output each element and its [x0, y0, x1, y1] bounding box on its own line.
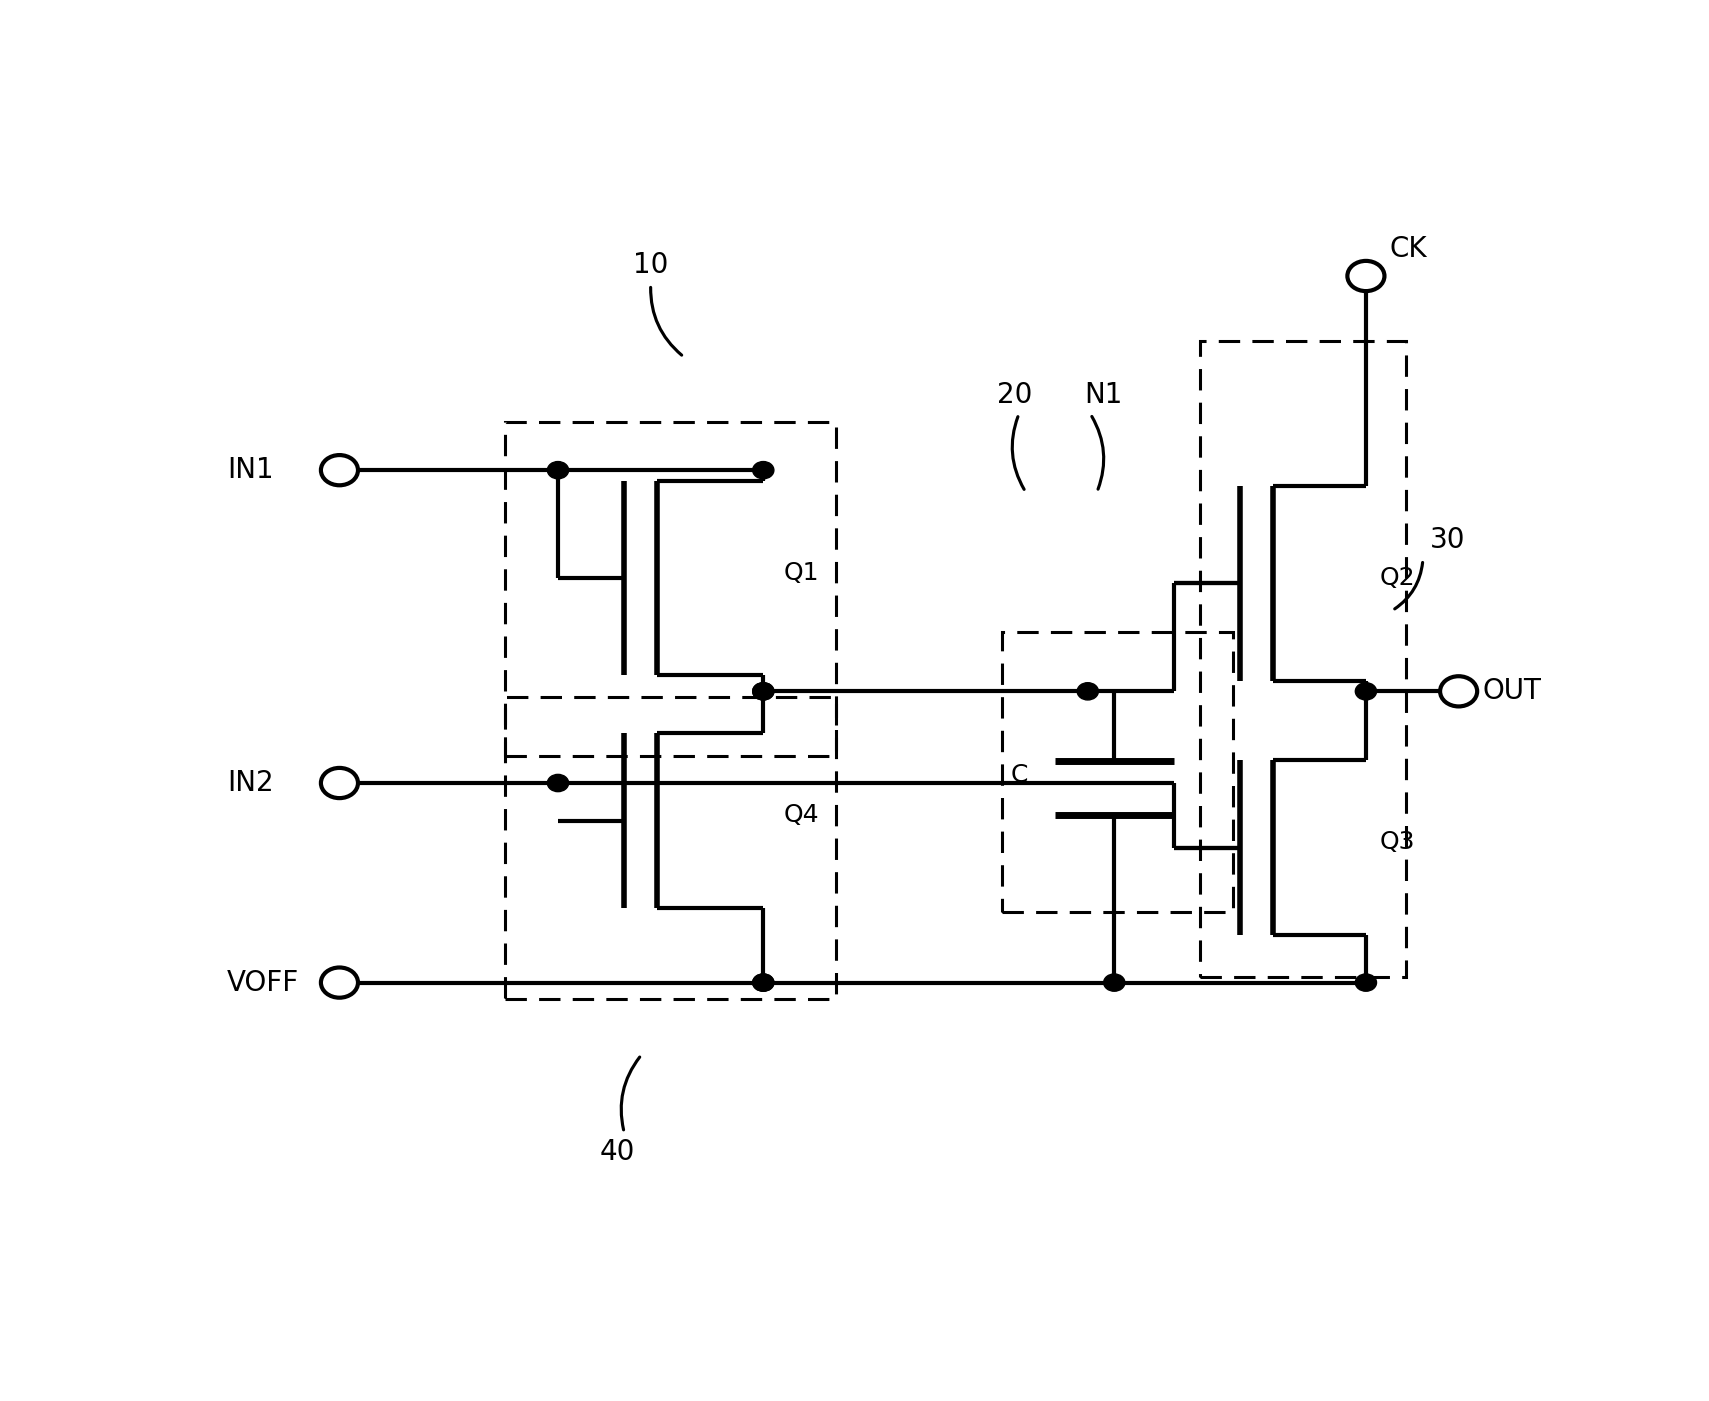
Circle shape	[752, 461, 774, 479]
Circle shape	[1355, 974, 1376, 992]
Text: 40: 40	[600, 1138, 636, 1166]
Circle shape	[752, 974, 774, 992]
Text: OUT: OUT	[1482, 677, 1542, 705]
Text: Q3: Q3	[1379, 831, 1415, 855]
Bar	[1001, 632, 1234, 912]
Circle shape	[321, 768, 357, 799]
Text: VOFF: VOFF	[227, 968, 299, 996]
Text: 30: 30	[1429, 527, 1465, 555]
Circle shape	[752, 682, 774, 700]
Bar	[1200, 340, 1407, 978]
Text: N1: N1	[1084, 381, 1123, 409]
Text: Q1: Q1	[783, 560, 819, 584]
Text: C: C	[1010, 764, 1029, 787]
Text: IN1: IN1	[227, 457, 273, 485]
Circle shape	[752, 974, 774, 992]
Circle shape	[1104, 974, 1125, 992]
Text: Q2: Q2	[1379, 566, 1415, 590]
Circle shape	[321, 455, 357, 485]
Circle shape	[1355, 682, 1376, 700]
Circle shape	[752, 682, 774, 700]
Text: CK: CK	[1389, 235, 1427, 263]
Circle shape	[1347, 261, 1384, 291]
Text: 20: 20	[996, 381, 1032, 409]
Bar	[506, 422, 836, 757]
Circle shape	[1441, 677, 1477, 706]
Circle shape	[1077, 682, 1099, 700]
Text: 10: 10	[632, 251, 668, 279]
Circle shape	[321, 968, 357, 998]
Bar	[506, 696, 836, 999]
Circle shape	[547, 461, 569, 479]
Text: IN2: IN2	[227, 769, 273, 797]
Text: Q4: Q4	[783, 803, 819, 828]
Circle shape	[547, 775, 569, 792]
